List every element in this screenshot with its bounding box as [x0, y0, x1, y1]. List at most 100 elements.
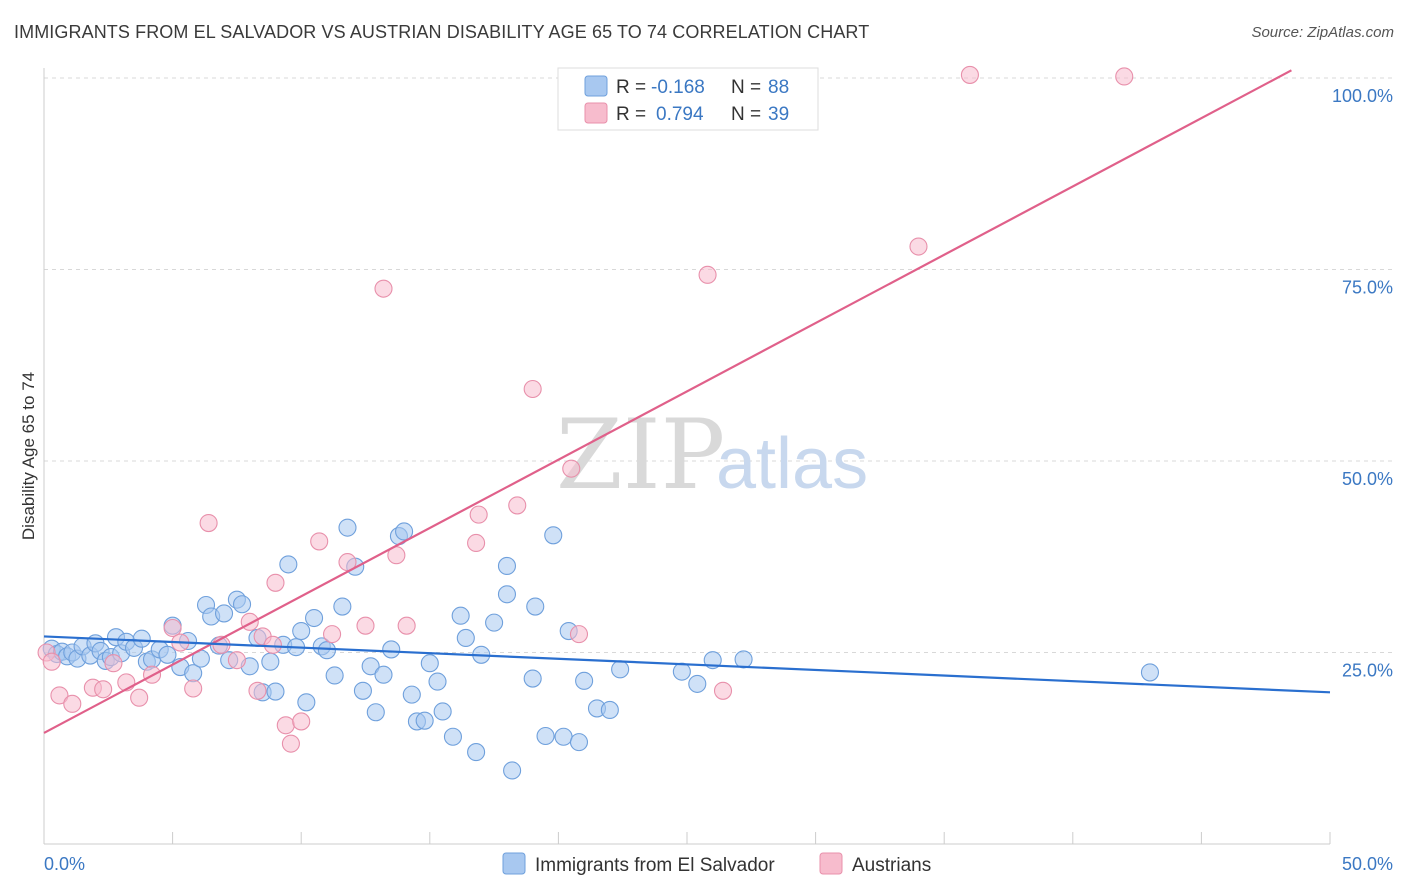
el-salvador-point-46 [325, 666, 344, 685]
austrians-point-3 [63, 694, 82, 713]
el-salvador-point-41 [292, 622, 311, 641]
el-salvador-point-29 [214, 604, 234, 623]
legend-r-value-2: 0.794 [656, 104, 704, 125]
el-salvador-point-62 [433, 702, 452, 721]
y-tick-label-2: 75.0% [1342, 278, 1393, 298]
el-salvador-point-66 [467, 743, 486, 762]
legend: R = -0.168 N = 88 R = 0.794 N = 39 [557, 67, 819, 131]
grid-lines [44, 77, 1392, 653]
austrians-point-41 [1115, 67, 1134, 86]
y-tick-label-0: 25.0% [1342, 661, 1393, 681]
el-salvador-point-63 [443, 727, 462, 746]
el-salvador-point-81 [600, 700, 619, 720]
austrians-point-22 [281, 734, 300, 753]
austrians-point-35 [562, 459, 581, 478]
el-salvador-point-48 [338, 518, 357, 537]
austrians-point-10 [163, 618, 182, 638]
el-salvador-point-57 [402, 685, 421, 704]
legend-swatch-el-salvador [584, 75, 608, 97]
el-salvador-point-42 [297, 693, 316, 712]
austrians-point-21 [276, 716, 295, 735]
trend-line-el-salvador [43, 635, 1331, 694]
el-salvador-point-60 [420, 654, 439, 673]
el-salvador-point-51 [361, 657, 380, 676]
austrians-point-5 [94, 680, 113, 699]
el-salvador-point-75 [544, 526, 563, 545]
y-tick-labels: 25.0% 50.0% 75.0% 100.0% [1332, 86, 1393, 681]
austrians-point-33 [508, 496, 527, 515]
series-el-salvador-points [42, 518, 1160, 780]
austrians-point-1 [42, 652, 61, 671]
austrians-point-6 [104, 654, 123, 673]
el-salvador-point-84 [688, 674, 707, 693]
el-salvador-point-32 [232, 595, 252, 614]
austrians-point-37 [698, 265, 717, 284]
el-salvador-point-36 [261, 652, 280, 671]
austrians-point-24 [310, 532, 329, 551]
bottom-legend: Immigrants from El Salvador Austrians [502, 852, 931, 876]
austrians-point-8 [130, 688, 149, 707]
el-salvador-point-72 [523, 669, 542, 688]
austrians-point-2 [50, 686, 69, 705]
legend-n-value-2: 39 [768, 104, 789, 125]
austrians-point-34 [523, 379, 542, 399]
austrians-point-32 [469, 505, 488, 524]
austrians-point-13 [199, 513, 218, 533]
el-salvador-point-20 [158, 645, 177, 664]
austrians-point-25 [323, 625, 342, 644]
el-salvador-point-65 [456, 628, 475, 647]
legend-r-label-1: R = [616, 77, 646, 98]
austrians-point-23 [292, 712, 311, 731]
el-salvador-point-50 [353, 681, 372, 700]
austrians-point-30 [397, 616, 416, 635]
austrians-point-15 [227, 651, 246, 670]
el-salvador-point-86 [734, 650, 753, 669]
austrians-point-17 [248, 681, 267, 700]
el-salvador-point-53 [374, 665, 393, 684]
el-salvador-point-45 [317, 641, 336, 660]
x-tick-label-min: 0.0% [44, 854, 85, 874]
legend-swatch-austrians [584, 102, 608, 124]
el-salvador-point-43 [305, 608, 324, 628]
austrians-point-31 [467, 533, 486, 553]
austrians-point-19 [263, 635, 282, 654]
el-salvador-point-54 [382, 640, 401, 659]
legend-r-value-1: -0.168 [651, 77, 705, 98]
el-salvador-point-68 [485, 613, 504, 632]
el-salvador-point-52 [366, 703, 385, 722]
el-salvador-point-78 [569, 733, 589, 752]
trend-lines [43, 69, 1331, 734]
y-axis-title: Disability Age 65 to 74 [19, 372, 38, 540]
el-salvador-point-69 [497, 556, 517, 575]
el-salvador-point-70 [497, 585, 517, 604]
austrians-point-38 [713, 681, 733, 700]
y-tick-label-3: 100.0% [1332, 86, 1393, 106]
el-salvador-point-74 [536, 726, 555, 746]
el-salvador-point-37 [266, 682, 285, 701]
el-salvador-point-87 [1140, 663, 1160, 682]
austrians-point-20 [266, 573, 285, 592]
el-salvador-point-39 [279, 555, 298, 574]
el-salvador-point-76 [554, 727, 573, 746]
el-salvador-point-56 [395, 522, 414, 541]
el-salvador-point-73 [526, 597, 545, 616]
el-salvador-point-47 [333, 597, 352, 616]
chart-title: IMMIGRANTS FROM EL SALVADOR VS AUSTRIAN … [14, 22, 870, 42]
austrians-point-12 [184, 679, 203, 698]
bottom-legend-label-el-salvador: Immigrants from El Salvador [535, 855, 775, 876]
el-salvador-point-64 [451, 606, 470, 625]
legend-n-label-2: N = [731, 104, 761, 125]
austrians-point-39 [909, 237, 928, 256]
x-tick-label-max: 50.0% [1342, 854, 1393, 874]
bottom-legend-swatch-austrians [819, 852, 843, 875]
source-label: Source: ZipAtlas.com [1251, 24, 1394, 41]
legend-n-value-1: 88 [768, 77, 789, 98]
bottom-legend-label-austrians: Austrians [852, 855, 931, 876]
el-salvador-point-83 [672, 662, 691, 681]
watermark-zip: ZIP [556, 399, 725, 511]
el-salvador-point-59 [415, 711, 434, 730]
el-salvador-point-71 [503, 761, 522, 780]
austrians-point-40 [960, 65, 979, 84]
el-salvador-point-82 [611, 660, 630, 679]
